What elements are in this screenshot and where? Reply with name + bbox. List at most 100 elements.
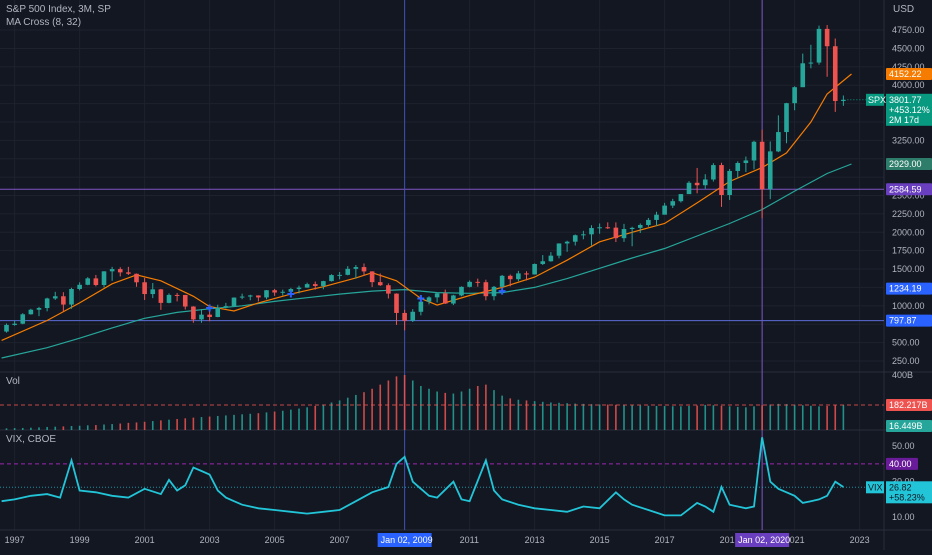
price-tick-label: 4250.00 <box>892 62 925 72</box>
last-price-countdown: 2M 17d <box>889 115 919 125</box>
candle-body <box>800 63 806 88</box>
candle-body <box>483 282 489 297</box>
volume-bar <box>192 417 195 430</box>
candle-body <box>418 301 424 312</box>
vix-legend[interactable]: VIX, CBOE <box>6 434 57 445</box>
time-tick-label: 2015 <box>590 535 610 545</box>
candle-body <box>727 170 732 196</box>
candle-body <box>272 290 277 293</box>
volume-bar <box>411 380 414 430</box>
candle-body <box>377 282 383 286</box>
candle-body <box>507 275 513 280</box>
volume-bar <box>541 401 544 430</box>
candle-body <box>646 219 651 226</box>
volume-bar <box>696 405 698 430</box>
candle-body <box>109 269 115 272</box>
candle-body <box>191 306 196 320</box>
last-price-symbol: SPX <box>868 95 886 105</box>
volume-bar <box>168 419 170 430</box>
volume-bar <box>78 425 81 430</box>
candle-body <box>841 99 846 102</box>
volume-bar <box>62 426 65 430</box>
crosshair-date-label: Jan 02, 2020 <box>738 535 790 545</box>
volume-bar <box>793 404 796 430</box>
price-axis-tag: 2584.59 <box>889 184 922 194</box>
time-tick-label: 2003 <box>200 535 220 545</box>
price-tick-label: 2250.00 <box>892 209 925 219</box>
candle-body <box>93 278 99 286</box>
candle-body <box>321 281 326 286</box>
candle-body <box>670 201 676 206</box>
price-axis-tag: 797.87 <box>889 316 917 326</box>
candle-body <box>247 295 253 297</box>
candle-body <box>386 285 391 294</box>
candle-body <box>702 179 708 186</box>
ma-slow-line <box>1 163 852 359</box>
candle-body <box>459 286 464 296</box>
volume-bar <box>257 413 260 430</box>
volume-bar <box>70 426 73 430</box>
volume-bar <box>663 406 666 430</box>
candle-body <box>369 271 375 283</box>
vix-last-value: 26.82 <box>889 482 912 492</box>
volume-bar <box>525 400 528 430</box>
volume-bar <box>265 412 268 430</box>
volume-bar <box>379 384 382 430</box>
time-tick-label: 2001 <box>135 535 155 545</box>
candle-body <box>556 243 562 256</box>
volume-bar <box>753 406 755 430</box>
volume-bar <box>566 403 568 430</box>
ma-cross-marker <box>417 294 425 302</box>
volume-bar <box>428 388 430 430</box>
vix-tick-label: 50.00 <box>892 441 915 451</box>
volume-bar <box>330 402 333 430</box>
candle-body <box>264 290 269 298</box>
volume-bar <box>103 424 105 430</box>
candle-body <box>572 235 578 242</box>
volume-bar <box>728 406 731 430</box>
candle-body <box>784 103 789 133</box>
candle-body <box>686 182 692 195</box>
volume-bar <box>533 401 536 430</box>
candle-body <box>126 272 131 274</box>
price-tick-label: 500.00 <box>892 338 920 348</box>
volume-bar <box>338 400 341 430</box>
candle-body <box>442 293 448 304</box>
volume-bar <box>501 395 503 430</box>
price-axis-tag-bg <box>886 183 932 196</box>
candle-body <box>101 271 107 286</box>
volume-ma-tag-bg <box>886 420 932 432</box>
candle-body <box>719 165 724 196</box>
volume-legend[interactable]: Vol <box>6 376 20 387</box>
candle-body <box>743 160 749 164</box>
volume-bar <box>160 420 162 430</box>
volume-bar <box>517 399 520 430</box>
candle-body <box>394 293 399 313</box>
candle-body <box>207 314 212 317</box>
candle-body <box>808 62 814 64</box>
volume-bar <box>671 406 674 430</box>
candle-body <box>158 289 164 303</box>
volume-bar <box>590 404 593 430</box>
candle-body <box>759 141 765 190</box>
volume-bar <box>460 391 463 430</box>
candle-body <box>28 309 34 315</box>
volume-bar <box>777 403 780 430</box>
candle-body <box>597 227 602 229</box>
candle-body <box>85 278 91 285</box>
ma-cross-marker <box>498 287 506 295</box>
price-tick-label: 1000.00 <box>892 301 925 311</box>
chart-title[interactable]: S&P 500 Index, 3M, SP <box>6 4 111 15</box>
candle-body <box>52 296 58 299</box>
price-axis-tag: 1234.19 <box>889 284 922 294</box>
time-tick-label: 1997 <box>5 535 25 545</box>
volume-bar <box>143 421 146 430</box>
volume-bar <box>468 388 471 430</box>
ma-cross-marker <box>287 290 295 298</box>
indicator-legend[interactable]: MA Cross (8, 32) <box>6 17 82 28</box>
candle-body <box>694 182 700 186</box>
candle-body <box>117 269 123 273</box>
volume-bar <box>558 402 560 430</box>
volume-bar <box>606 404 609 430</box>
